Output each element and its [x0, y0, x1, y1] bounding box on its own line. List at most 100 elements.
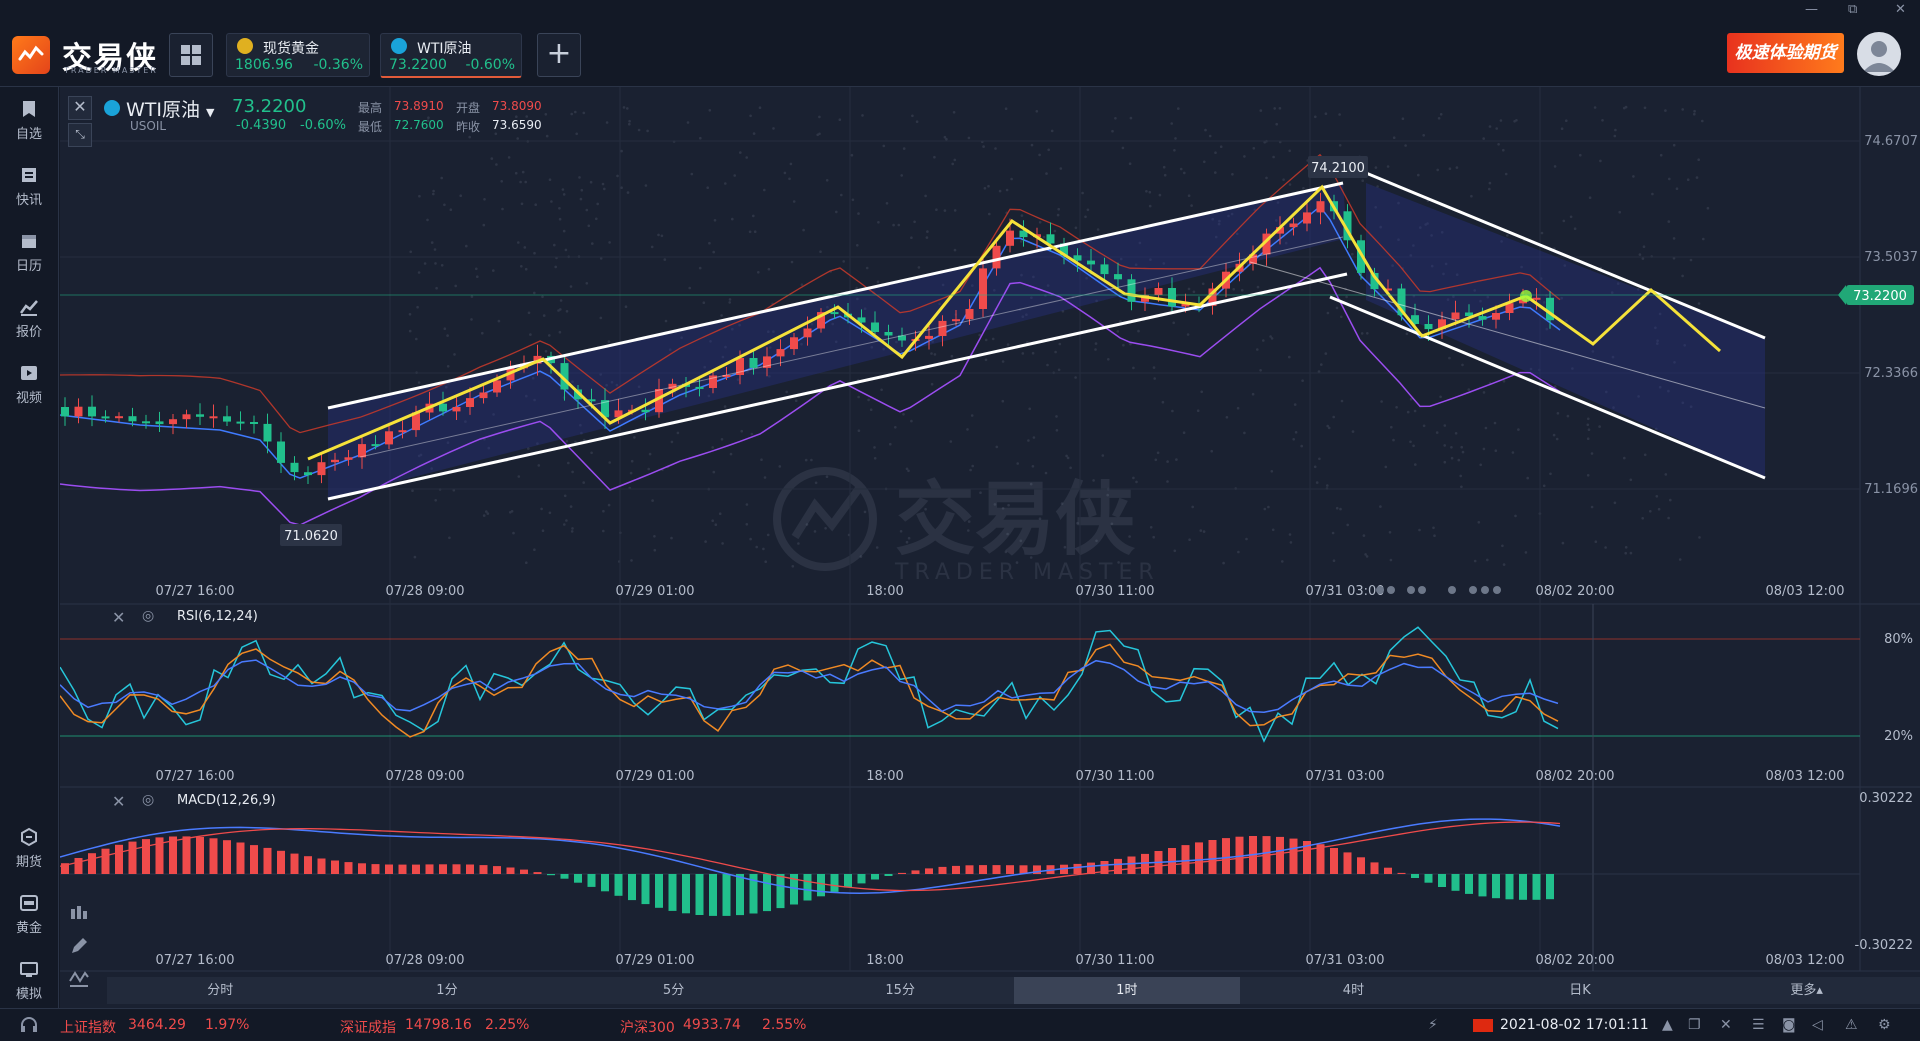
svg-text:74.6707: 74.6707: [1864, 134, 1918, 149]
sidebar-item-quotes[interactable]: 报价: [0, 297, 58, 340]
high-value: 73.8910: [394, 99, 444, 113]
app-logo-icon: [12, 36, 50, 74]
quote-icon: [19, 300, 38, 316]
network-icon[interactable]: ⚡: [1428, 1017, 1438, 1033]
timeframe-1[interactable]: 1分: [436, 983, 458, 998]
watermark-text: 交易侠: [895, 473, 1136, 566]
timeframe-4[interactable]: 1时: [1013, 977, 1241, 1004]
macd-settings-button[interactable]: ◎: [142, 792, 154, 808]
quote-tab-gold[interactable]: 现货黄金 1806.96 -0.36%: [226, 33, 370, 77]
minimize-button[interactable]: —: [1805, 2, 1818, 17]
svg-text:07/28 09:00: 07/28 09:00: [385, 769, 464, 784]
restore-button[interactable]: ⧉: [1848, 2, 1858, 17]
price-axis: 74.6707 73.5037 72.3366 71.1696: [1864, 134, 1918, 497]
timeframe-2[interactable]: 5分: [662, 983, 685, 998]
chart-workspace: 交易侠 TRADER MASTER: [60, 87, 1920, 1008]
close-rsi-button[interactable]: ✕: [112, 608, 125, 627]
sidebar-item-watchlist[interactable]: 自选: [0, 99, 58, 142]
quote-change: -0.60%: [465, 57, 515, 73]
timeframe-6[interactable]: 日K: [1569, 983, 1591, 998]
index-value: 14798.16: [405, 1017, 472, 1033]
zigzag-line[interactable]: [307, 184, 1721, 461]
timeframe-5[interactable]: 4时: [1342, 983, 1365, 998]
gold-coin-icon: [237, 38, 253, 54]
settings-icon[interactable]: ⚙: [1878, 1017, 1891, 1033]
pencil-icon: [72, 938, 87, 953]
window-icon[interactable]: ❐: [1688, 1017, 1701, 1033]
draw-tool-button[interactable]: [68, 935, 92, 959]
app-brand-sub: TRADER MASTER: [64, 66, 158, 75]
instrument-name: WTI原油: [126, 99, 200, 121]
sidebar-label: 黄金: [15, 921, 42, 936]
sidebar-item-calendar[interactable]: 日历: [0, 231, 58, 274]
rsi-settings-button[interactable]: ◎: [142, 608, 154, 624]
list-icon[interactable]: ☰: [1752, 1017, 1765, 1033]
open-value: 73.8090: [492, 99, 542, 113]
settings-icon: ◎: [142, 608, 155, 624]
high-annotation: 74.2100: [1308, 156, 1368, 178]
futures-promo-button[interactable]: 极速体验期货: [1727, 33, 1844, 73]
layout-grid-button[interactable]: [169, 33, 213, 77]
timeframe-3[interactable]: 15分: [885, 983, 915, 998]
sidebar-item-futures[interactable]: 期货: [0, 827, 58, 870]
timeframe-7[interactable]: 更多▴: [1790, 983, 1823, 998]
wave-tool-button[interactable]: [68, 967, 92, 991]
sidebar-item-video[interactable]: 视频: [0, 363, 58, 406]
svg-text:08/03 12:00: 08/03 12:00: [1765, 769, 1844, 784]
sidebar-item-news[interactable]: 快讯: [0, 165, 58, 208]
plus-icon: +: [546, 36, 572, 71]
instrument-selector[interactable]: WTI原油 ▼: [126, 95, 215, 122]
sidebar-item-gold[interactable]: 黄金: [0, 893, 58, 936]
china-flag-icon: [1473, 1019, 1493, 1032]
svg-text:72.3366: 72.3366: [1864, 366, 1918, 381]
candles-icon: [71, 906, 87, 919]
timeframe-0[interactable]: 分时: [207, 983, 234, 998]
svg-text:08/02 20:00: 08/02 20:00: [1535, 953, 1614, 968]
quote-price: 1806.96: [235, 57, 293, 73]
index-name[interactable]: 深证成指: [340, 1020, 396, 1036]
indicator-tool-button[interactable]: [68, 902, 92, 926]
scroll-dots[interactable]: [1376, 586, 1501, 594]
watermark-sub: TRADER MASTER: [894, 560, 1160, 585]
timeframe-bar: 分时 1分 5分 15分 1时 4时 日K 更多▴: [107, 977, 1920, 1004]
svg-text:18:00: 18:00: [866, 584, 903, 599]
quote-price: 73.2200: [389, 57, 447, 73]
close-macd-button[interactable]: ✕: [112, 792, 125, 811]
user-avatar[interactable]: [1857, 32, 1901, 76]
time-axis-main: 07/27 16:00 07/28 09:00 07/29 01:00 18:0…: [155, 584, 1844, 599]
sidebar-label: 视频: [15, 391, 42, 406]
svg-text:08/02 20:00: 08/02 20:00: [1535, 769, 1614, 784]
quote-tab-wti[interactable]: WTI原油 73.2200 -0.60%: [380, 33, 522, 78]
index-pct: 2.55%: [762, 1017, 807, 1033]
index-name[interactable]: 上证指数: [60, 1020, 116, 1036]
datetime: 2021-08-02 17:01:11: [1500, 1017, 1649, 1033]
shrink-chart-button[interactable]: ⤡: [68, 123, 92, 147]
rsi-title: RSI(6,12,24): [177, 609, 258, 624]
status-bar: 上证指数 3464.29 1.97% 深证成指 14798.16 2.25% 沪…: [0, 1008, 1920, 1041]
instrument-price: 73.2200: [232, 96, 307, 117]
index-value: 3464.29: [128, 1017, 186, 1033]
quote-change: -0.36%: [313, 57, 363, 73]
macd-axis-top: 0.30222: [1859, 791, 1913, 806]
oil-icon: [391, 38, 407, 54]
headset-icon[interactable]: [20, 1017, 38, 1037]
alert-icon[interactable]: ⚠: [1845, 1017, 1858, 1033]
add-quote-button[interactable]: +: [537, 33, 581, 77]
svg-text:07/29 01:00: 07/29 01:00: [615, 953, 694, 968]
svg-text:73.2200: 73.2200: [1853, 289, 1907, 304]
sidebar-label: 期货: [15, 855, 42, 870]
caret-up-icon[interactable]: ▲: [1662, 1017, 1673, 1033]
close-chart-button[interactable]: ✕: [68, 96, 92, 120]
svg-text:07/28 09:00: 07/28 09:00: [385, 584, 464, 599]
low-value: 72.7600: [394, 118, 444, 132]
close-window-button[interactable]: ✕: [1895, 2, 1906, 17]
news-icon: [22, 168, 36, 182]
sidebar-label: 模拟: [15, 987, 42, 1002]
tools-icon[interactable]: ✕: [1720, 1017, 1732, 1033]
index-name[interactable]: 沪深300: [620, 1020, 675, 1036]
chart-canvas[interactable]: 交易侠 TRADER MASTER: [60, 87, 1920, 1008]
sidebar-item-simulate[interactable]: 模拟: [0, 959, 58, 1002]
mute-icon[interactable]: ◁: [1812, 1017, 1823, 1033]
camera-icon[interactable]: ◙: [1782, 1017, 1796, 1033]
high-label: 最高: [358, 101, 383, 115]
